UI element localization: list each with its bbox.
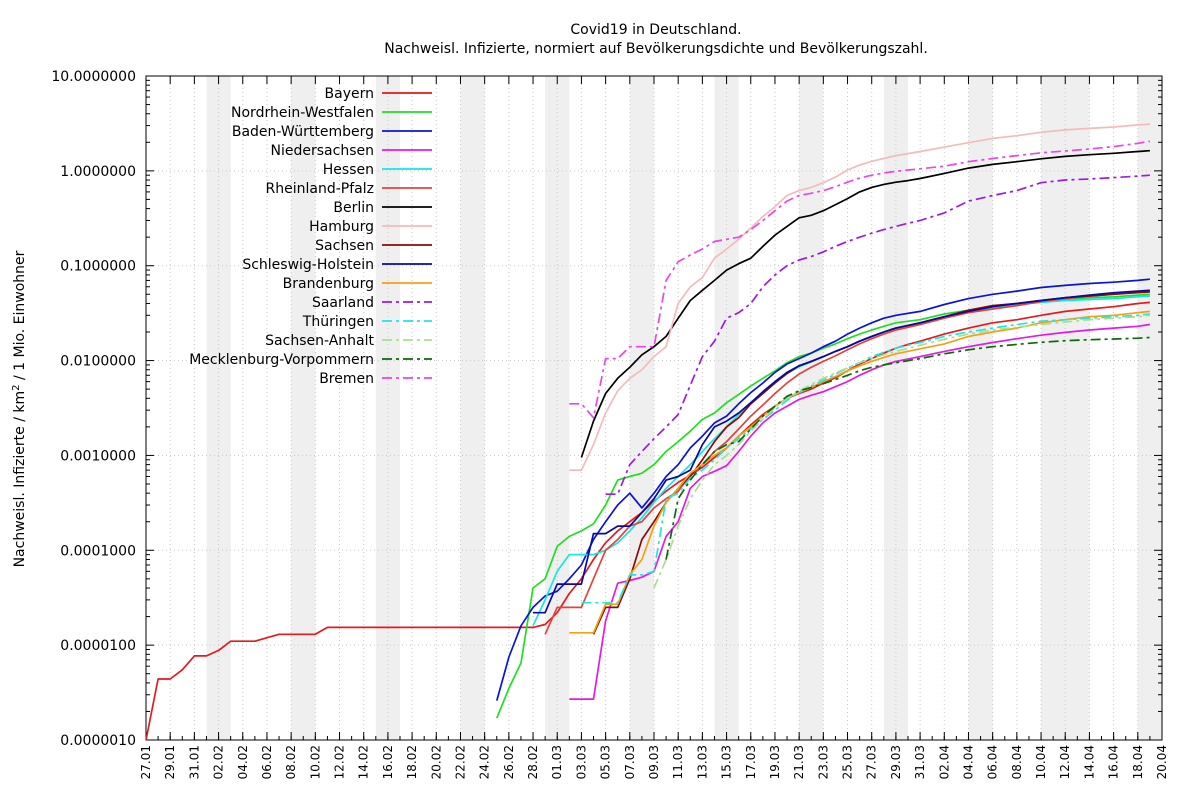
weekend-band-11 <box>1137 76 1162 740</box>
legend-label-sachsen-anhalt: Sachsen-Anhalt <box>265 333 374 349</box>
x-tick-label-13: 22.02 <box>453 745 467 779</box>
y-axis-ticks: 0.0000010 0.0000100 0.0001000 0.0010000 0.01… <box>51 69 1162 749</box>
x-tick-label-34: 04.04 <box>961 745 975 779</box>
x-tick-label-21: 09.03 <box>647 745 661 779</box>
x-tick-label-16: 28.02 <box>526 745 540 779</box>
x-tick-label-24: 15.03 <box>720 745 734 779</box>
series-line-hamburg <box>569 123 1150 471</box>
x-tick-label-30: 27.03 <box>865 745 879 779</box>
legend-label-schleswig-holstein: Schleswig-Holstein <box>242 257 374 273</box>
legend-label-rheinland-pfalz: Rheinland-Pfalz <box>266 181 374 197</box>
legend-label-hamburg: Hamburg <box>309 219 374 235</box>
y-tick-label-7: 10.0000000 <box>51 69 136 85</box>
x-tick-label-12: 20.02 <box>429 745 443 779</box>
y-axis-label-superscript: 2 <box>11 384 22 390</box>
y-tick-label-0: 0.0000010 <box>60 733 136 749</box>
x-tick-label-5: 06.02 <box>260 745 274 779</box>
series-line-baden-w-rttemberg <box>495 278 1150 701</box>
x-tick-label-41: 18.04 <box>1131 745 1145 779</box>
x-tick-label-40: 16.04 <box>1107 745 1121 779</box>
x-tick-label-32: 31.03 <box>913 745 927 779</box>
x-axis-ticks: 27.01 29.01 31.01 02.02 04.02 06.02 08.02 10.02… <box>139 76 1169 779</box>
x-tick-label-1: 29.01 <box>163 745 177 779</box>
x-tick-label-14: 24.02 <box>478 745 492 779</box>
legend-label-hessen: Hessen <box>323 162 374 178</box>
x-tick-label-23: 13.03 <box>695 745 709 779</box>
x-tick-label-10: 16.02 <box>381 745 395 779</box>
x-tick-label-25: 17.03 <box>744 745 758 779</box>
x-tick-label-15: 26.02 <box>502 745 516 779</box>
chart-title: Covid19 in Deutschland. <box>570 22 741 38</box>
series-lines <box>145 123 1151 741</box>
legend-label-bayern: Bayern <box>325 86 374 102</box>
y-tick-label-3: 0.0010000 <box>60 448 136 464</box>
x-tick-label-7: 10.02 <box>308 745 322 779</box>
x-tick-label-29: 25.03 <box>841 745 855 779</box>
legend-label-baden-w-rttemberg: Baden-Württemberg <box>232 124 374 140</box>
weekend-band-1 <box>291 76 316 740</box>
legend-label-berlin: Berlin <box>333 200 374 216</box>
x-tick-label-28: 23.03 <box>816 745 830 779</box>
y-tick-label-1: 0.0000100 <box>60 638 136 654</box>
x-tick-label-19: 05.03 <box>599 745 613 779</box>
x-tick-label-9: 14.02 <box>357 745 371 779</box>
x-tick-label-39: 14.04 <box>1082 745 1096 779</box>
series-line-th-ringen <box>581 313 1150 604</box>
series-line-sachsen-anhalt <box>653 314 1150 589</box>
y-tick-label-6: 1.0000000 <box>60 164 136 180</box>
series-line-schleswig-holstein <box>533 289 1150 614</box>
y-axis-label-main: Nachweisl. Infizierte / km <box>12 391 28 568</box>
legend-label-bremen: Bremen <box>319 371 374 387</box>
series-line-bremen <box>569 140 1151 419</box>
x-tick-label-4: 04.02 <box>236 745 250 779</box>
x-tick-label-8: 12.02 <box>333 745 347 779</box>
x-tick-label-33: 02.04 <box>937 745 951 779</box>
legend: Bayern Nordrhein-Westfalen Baden-Württembe… <box>189 86 432 387</box>
x-tick-label-18: 03.03 <box>574 745 588 779</box>
y-tick-label-4: 0.0100000 <box>60 354 136 370</box>
weekend-band-5 <box>629 76 654 740</box>
x-tick-label-11: 18.02 <box>405 745 419 779</box>
x-tick-label-27: 21.03 <box>792 745 806 779</box>
x-tick-label-37: 10.04 <box>1034 745 1048 779</box>
weekend-band-9 <box>968 76 993 740</box>
legend-label-brandenburg: Brandenburg <box>283 276 374 292</box>
x-tick-label-17: 01.03 <box>550 745 564 779</box>
weekend-band-7 <box>799 76 824 740</box>
series-line-mecklenburg-vorpommern <box>665 336 1150 560</box>
series-line-niedersachsen <box>569 323 1151 700</box>
legend-label-nordrhein-westfalen: Nordrhein-Westfalen <box>231 105 374 121</box>
x-tick-label-35: 06.04 <box>986 745 1000 779</box>
weekend-band-3 <box>460 76 485 740</box>
series-line-bayern <box>145 301 1150 741</box>
legend-label-saarland: Saarland <box>312 295 374 311</box>
y-axis-label-tail: / 1 Mio. Einwohner <box>12 250 28 384</box>
y-tick-label-2: 0.0001000 <box>60 543 136 559</box>
x-tick-label-6: 08.02 <box>284 745 298 779</box>
legend-label-sachsen: Sachsen <box>315 238 374 254</box>
x-tick-label-3: 02.02 <box>212 745 226 779</box>
x-tick-label-2: 31.01 <box>187 745 201 779</box>
legend-label-niedersachsen: Niedersachsen <box>271 143 374 159</box>
x-tick-label-36: 08.04 <box>1010 745 1024 779</box>
x-tick-label-26: 19.03 <box>768 745 782 779</box>
chart-subtitle: Nachweisl. Infizierte, normiert auf Bevö… <box>384 41 928 57</box>
series-line-berlin <box>580 149 1150 458</box>
x-tick-label-42: 20.04 <box>1155 745 1169 779</box>
x-tick-label-20: 07.03 <box>623 745 637 779</box>
x-tick-label-22: 11.03 <box>671 745 685 779</box>
legend-label-th-ringen: Thüringen <box>302 314 374 330</box>
series-line-rheinland-pfalz <box>544 289 1151 635</box>
x-tick-label-0: 27.01 <box>139 745 153 779</box>
x-tick-label-31: 29.03 <box>889 745 903 779</box>
legend-label-mecklenburg-vorpommern: Mecklenburg-Vorpommern <box>189 352 374 368</box>
x-tick-label-38: 12.04 <box>1058 745 1072 779</box>
y-axis-label: Nachweisl. Infizierte / km2 / 1 Mio. Ein… <box>11 250 29 567</box>
series-line-saarland <box>605 174 1150 496</box>
y-tick-label-5: 0.1000000 <box>60 259 136 275</box>
